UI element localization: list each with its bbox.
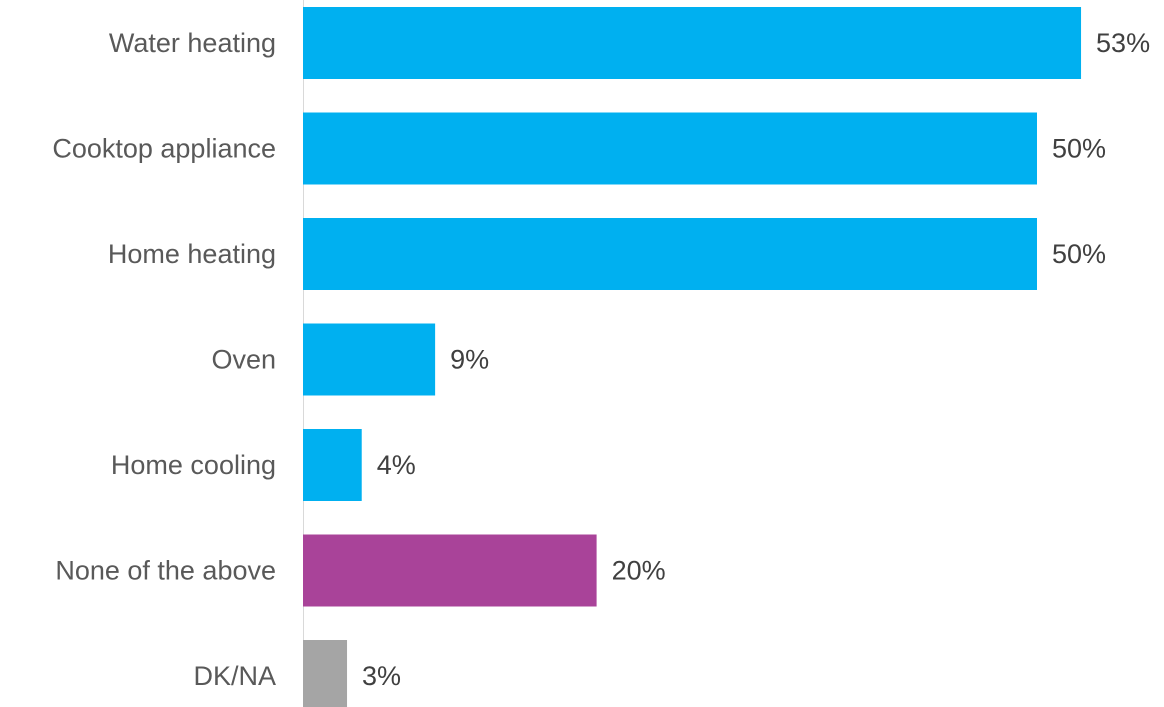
category-label: None of the above [55, 556, 276, 586]
value-label: 53% [1096, 28, 1150, 58]
value-label: 50% [1052, 134, 1106, 164]
bar-row: None of the above 20% [55, 534, 666, 607]
bar [303, 534, 597, 607]
category-label: Oven [211, 345, 276, 375]
category-label: Water heating [109, 28, 276, 58]
bar [303, 429, 362, 501]
bar-row: DK/NA 3% [193, 640, 401, 707]
bar-row: Water heating 53% [109, 7, 1150, 79]
value-label: 20% [612, 556, 666, 586]
category-label: Cooktop appliance [52, 134, 276, 164]
bar [303, 323, 436, 396]
category-label: Home cooling [111, 450, 276, 480]
value-label: 4% [377, 450, 416, 480]
value-label: 3% [362, 661, 401, 691]
bar-row: Cooktop appliance 50% [52, 112, 1106, 185]
bar [303, 218, 1037, 290]
bar-row: Oven 9% [211, 323, 489, 396]
value-label: 9% [450, 345, 489, 375]
bar-row: Home cooling 4% [111, 429, 416, 501]
value-label: 50% [1052, 239, 1106, 269]
bar [303, 112, 1037, 185]
bars-layer: Water heating 53%Cooktop appliance 50%Home… [52, 7, 1150, 707]
category-label: Home heating [108, 239, 276, 269]
bar-row: Home heating 50% [108, 218, 1106, 290]
category-label: DK/NA [193, 661, 276, 691]
bar [303, 7, 1082, 79]
bar [303, 640, 348, 707]
